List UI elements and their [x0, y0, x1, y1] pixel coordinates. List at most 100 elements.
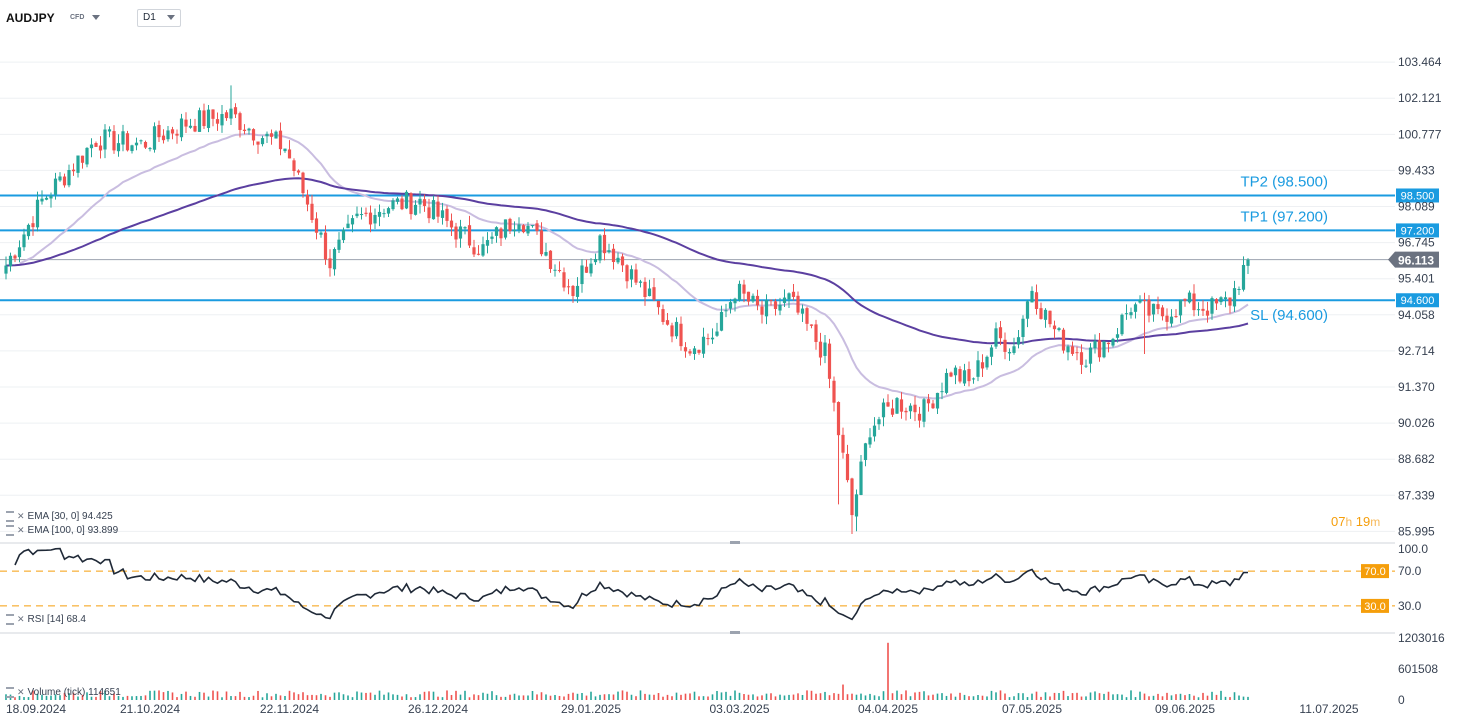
- volume-bar: [216, 691, 219, 700]
- candle-body: [962, 370, 967, 384]
- volume-bar: [626, 691, 628, 700]
- volume-bar: [441, 697, 444, 700]
- volume-bar: [122, 696, 124, 700]
- date-axis-label: 18.09.2024: [6, 702, 66, 716]
- pane-resize-handle[interactable]: [730, 631, 740, 634]
- volume-bar: [477, 695, 480, 700]
- close-icon[interactable]: ✕: [17, 614, 25, 625]
- volume-bar: [351, 697, 354, 700]
- close-icon[interactable]: ✕: [17, 511, 25, 522]
- volume-bar: [968, 696, 970, 700]
- volume-bar: [54, 694, 57, 700]
- candle-body: [688, 351, 692, 354]
- close-icon[interactable]: ✕: [17, 687, 25, 698]
- volume-bar: [81, 694, 84, 700]
- candle-body: [287, 149, 292, 159]
- volume-bar: [788, 694, 790, 700]
- candle-body: [1003, 339, 1007, 352]
- volume-bar: [365, 692, 367, 700]
- volume-bar: [905, 690, 907, 700]
- volume-bar: [1193, 695, 1195, 700]
- candle-body: [755, 295, 760, 306]
- volume-bar: [1220, 690, 1222, 700]
- volume-bar: [549, 695, 552, 700]
- candle-body: [116, 143, 121, 152]
- price-axis-label: 95.401: [1398, 272, 1435, 286]
- candle-body: [877, 419, 881, 425]
- volume-bar: [599, 694, 601, 700]
- volume-bar: [558, 695, 561, 700]
- pane-resize-handle[interactable]: [730, 541, 740, 544]
- candle-body: [494, 227, 499, 236]
- candle-body: [22, 234, 26, 248]
- volume-bar: [572, 692, 574, 700]
- candle-body: [4, 265, 8, 274]
- candle-body: [386, 208, 391, 214]
- volume-bar: [1107, 691, 1110, 700]
- candle-body: [436, 201, 440, 217]
- candle-body: [634, 269, 638, 283]
- countdown-minutes: 19: [1355, 514, 1371, 529]
- volume-bar: [450, 694, 453, 700]
- volume-bar: [1053, 692, 1056, 700]
- volume-bar: [144, 695, 147, 700]
- volume-bar: [149, 690, 151, 700]
- settings-lines-icon[interactable]: [6, 525, 14, 536]
- volume-bar: [198, 691, 201, 700]
- settings-lines-icon[interactable]: [6, 614, 14, 625]
- volume-bar: [833, 693, 835, 700]
- close-icon[interactable]: ✕: [17, 525, 25, 536]
- candle-body: [382, 213, 386, 215]
- candle-body: [247, 128, 251, 131]
- candle-body: [1142, 299, 1147, 301]
- volume-bar: [131, 696, 133, 700]
- date-axis-label: 07.05.2025: [1002, 702, 1062, 716]
- candle-body: [278, 130, 283, 150]
- candle-body: [1043, 309, 1048, 320]
- volume-bar: [851, 693, 853, 700]
- symbol-name[interactable]: AUDJPY: [6, 11, 55, 25]
- candle-body: [521, 225, 526, 233]
- ema100-line: [5, 177, 1249, 345]
- candle-body: [922, 399, 926, 422]
- settings-lines-icon[interactable]: [6, 687, 14, 698]
- date-axis-label: 09.06.2025: [1155, 702, 1215, 716]
- candle-body: [1232, 288, 1237, 307]
- candle-body: [125, 133, 130, 151]
- candle-body: [256, 141, 260, 145]
- candle-body: [1165, 315, 1169, 322]
- rsi-params: [14]: [47, 614, 64, 626]
- price-axis-label: 96.745: [1398, 236, 1435, 250]
- candle-body: [890, 408, 895, 415]
- volume-bar: [513, 693, 516, 700]
- volume-bar: [1233, 692, 1236, 700]
- candle-body: [544, 252, 548, 256]
- rsi-axis-label: 70.0: [1398, 564, 1422, 578]
- symbol-dropdown-icon[interactable]: [92, 15, 100, 20]
- candle-body: [719, 311, 724, 331]
- volume-bar: [837, 693, 840, 700]
- candle-body: [1084, 365, 1088, 367]
- candle-body: [791, 291, 796, 297]
- candle-body: [715, 331, 719, 336]
- candle-body: [301, 172, 305, 194]
- candle-body: [598, 235, 602, 261]
- volume-bar: [230, 696, 232, 700]
- candle-body: [1205, 310, 1210, 316]
- date-axis-label: 21.10.2024: [120, 702, 180, 716]
- volume-params: (tick): [63, 687, 86, 699]
- current-price-tag: [1388, 251, 1439, 268]
- settings-lines-icon[interactable]: [6, 511, 14, 522]
- timeframe-select[interactable]: D1: [137, 9, 181, 27]
- volume-bar: [315, 695, 318, 700]
- candle-body: [589, 263, 593, 274]
- ema100-legend: ✕ EMA [100, 0] 93.899: [6, 525, 118, 537]
- volume-bar: [887, 642, 889, 700]
- candle-body: [971, 378, 976, 380]
- candle-body: [656, 300, 661, 308]
- price-axis-label: 85.995: [1398, 524, 1435, 538]
- candle-body: [616, 257, 620, 263]
- volume-bar: [158, 690, 160, 700]
- volume-bar: [900, 694, 903, 700]
